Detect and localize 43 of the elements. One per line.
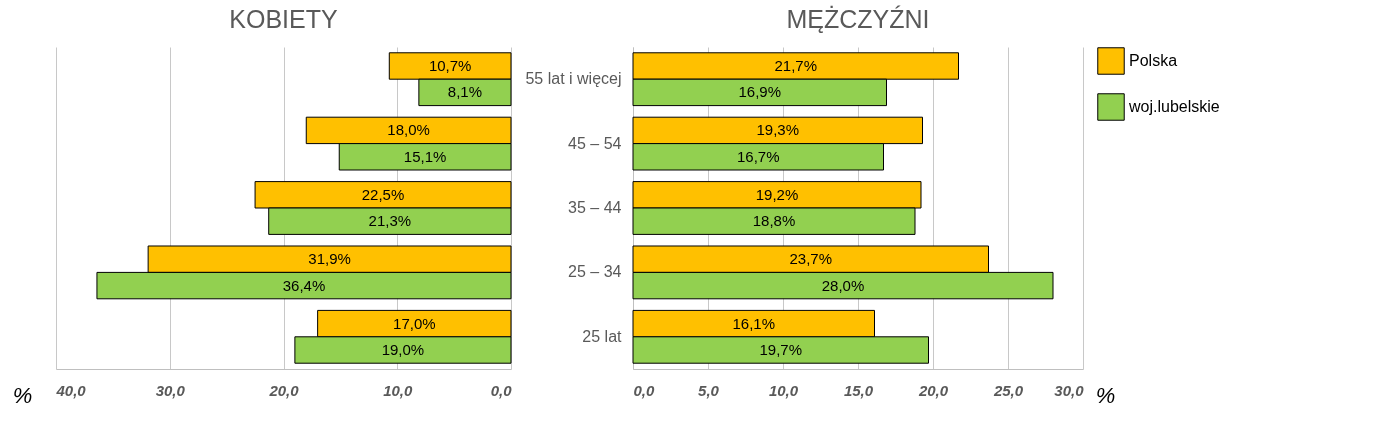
x-axis-title: % xyxy=(12,382,33,408)
data-label: 36,4% xyxy=(282,276,326,294)
x-tick-label: 40,0 xyxy=(55,381,87,399)
x-tick-label: 0,0 xyxy=(633,381,656,399)
y-tick-label: 55 lat i więcej xyxy=(525,70,622,88)
legend-label: woj.lubelskie xyxy=(1128,98,1220,115)
x-tick-label: 30,0 xyxy=(155,381,186,399)
data-label: 17,0% xyxy=(393,314,436,332)
data-label: 19,7% xyxy=(759,341,803,358)
data-label: 19,3% xyxy=(756,121,800,139)
legend-label: Polska xyxy=(1129,52,1178,69)
data-label: 18,0% xyxy=(387,121,430,139)
data-label: 16,1% xyxy=(732,314,776,332)
x-tick-label: 30,0 xyxy=(1054,381,1085,399)
x-tick-label: 0,0 xyxy=(490,381,513,399)
chart-title: MĘŻCZYŹNI xyxy=(786,5,930,33)
data-label: 15,1% xyxy=(403,147,447,165)
chart-title: KOBIETY xyxy=(229,5,338,33)
data-label: 18,8% xyxy=(752,212,796,230)
data-label: 21,7% xyxy=(774,57,818,74)
y-tick-label: 25 lat xyxy=(582,327,623,345)
x-tick-label: 15,0 xyxy=(843,381,874,399)
y-tick-label: 25 – 34 xyxy=(568,263,622,281)
data-label: 23,7% xyxy=(789,250,833,268)
x-tick-label: 10,0 xyxy=(383,381,413,399)
data-label: 22,5% xyxy=(361,185,405,203)
data-label: 19,0% xyxy=(381,341,425,358)
data-label: 28,0% xyxy=(821,276,865,294)
x-axis-title: % xyxy=(1095,382,1116,408)
data-label: 10,7% xyxy=(428,57,472,74)
x-tick-label: 10,0 xyxy=(768,381,799,399)
data-label: 16,9% xyxy=(738,83,782,101)
data-label: 8,1% xyxy=(447,83,483,101)
x-tick-label: 25,0 xyxy=(992,381,1024,399)
x-tick-label: 5,0 xyxy=(698,381,720,399)
data-label: 19,2% xyxy=(755,185,799,203)
y-tick-label: 35 – 44 xyxy=(568,199,622,216)
data-label: 31,9% xyxy=(308,250,351,268)
data-label: 21,3% xyxy=(368,212,412,230)
x-tick-label: 20,0 xyxy=(268,381,300,399)
data-label: 16,7% xyxy=(736,147,780,165)
y-tick-label: 45 – 54 xyxy=(568,134,622,152)
x-tick-label: 20,0 xyxy=(917,381,949,399)
